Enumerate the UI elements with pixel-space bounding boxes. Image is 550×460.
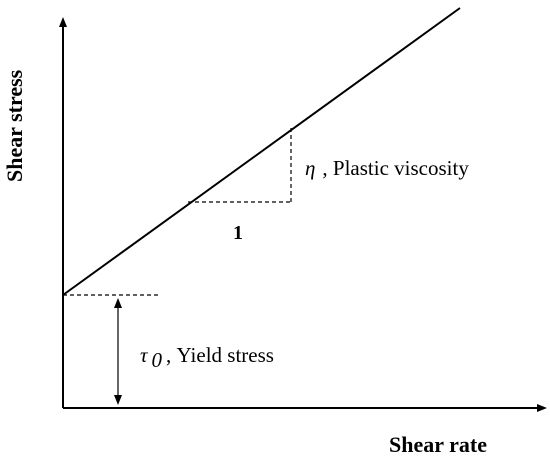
eta-symbol: η [305,156,315,180]
flow-curve-line [62,7,461,296]
tau-symbol: τ [140,343,149,367]
plastic-viscosity-label: , Plastic viscosity [322,156,469,180]
yield-stress-label: , Yield stress [166,343,274,367]
x-axis-label: Shear rate [389,432,487,457]
tau-subscript: 0 [152,348,163,372]
yield-annotation: τ 0 , Yield stress [140,343,274,372]
slope-annotation: η , Plastic viscosity [305,156,469,180]
y-axis-label: Shear stress [2,69,27,182]
slope-run-label: 1 [233,222,243,244]
